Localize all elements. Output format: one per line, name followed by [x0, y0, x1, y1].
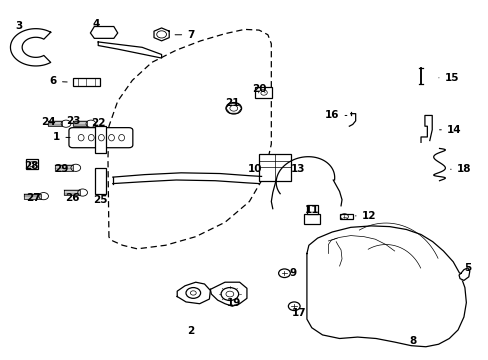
Text: 3: 3: [16, 21, 23, 31]
Text: 19: 19: [226, 298, 241, 308]
Text: 17: 17: [291, 308, 306, 318]
Text: 14: 14: [439, 125, 461, 135]
Text: 22: 22: [91, 118, 105, 128]
FancyBboxPatch shape: [255, 87, 272, 98]
Text: 23: 23: [66, 116, 81, 126]
FancyBboxPatch shape: [304, 214, 319, 224]
FancyBboxPatch shape: [26, 159, 38, 169]
Text: 20: 20: [251, 84, 266, 94]
Polygon shape: [64, 190, 80, 195]
FancyBboxPatch shape: [339, 215, 352, 219]
Text: 12: 12: [355, 211, 375, 221]
Text: 4: 4: [92, 19, 99, 29]
Polygon shape: [73, 121, 87, 126]
Text: 6: 6: [50, 76, 67, 86]
Text: 11: 11: [304, 206, 318, 216]
Polygon shape: [306, 226, 466, 347]
Text: 24: 24: [41, 117, 56, 127]
FancyBboxPatch shape: [69, 128, 133, 148]
Text: 13: 13: [290, 164, 305, 174]
Text: 27: 27: [26, 193, 41, 203]
Text: 2: 2: [187, 325, 194, 336]
Polygon shape: [98, 42, 161, 58]
Text: 18: 18: [449, 164, 470, 174]
Text: 25: 25: [93, 195, 108, 205]
Polygon shape: [24, 194, 41, 199]
FancyBboxPatch shape: [95, 126, 105, 153]
FancyBboxPatch shape: [306, 205, 317, 214]
Polygon shape: [47, 121, 62, 126]
Polygon shape: [90, 27, 118, 39]
Polygon shape: [210, 282, 246, 306]
Polygon shape: [10, 29, 51, 66]
Text: 29: 29: [54, 164, 69, 174]
Text: 8: 8: [408, 336, 415, 346]
Polygon shape: [177, 282, 210, 304]
Text: 10: 10: [247, 164, 262, 174]
Text: 15: 15: [438, 73, 458, 83]
Text: 28: 28: [23, 161, 38, 171]
FancyBboxPatch shape: [73, 78, 100, 86]
Polygon shape: [55, 165, 73, 171]
Text: 16: 16: [325, 111, 346, 121]
Polygon shape: [154, 28, 169, 41]
Text: 5: 5: [463, 263, 470, 273]
FancyBboxPatch shape: [95, 168, 105, 194]
Text: 1: 1: [53, 132, 70, 142]
Text: 21: 21: [224, 98, 239, 108]
Text: 9: 9: [289, 268, 296, 278]
Text: 26: 26: [65, 193, 80, 203]
Text: 7: 7: [175, 30, 194, 40]
FancyBboxPatch shape: [259, 154, 290, 181]
Polygon shape: [458, 268, 469, 280]
